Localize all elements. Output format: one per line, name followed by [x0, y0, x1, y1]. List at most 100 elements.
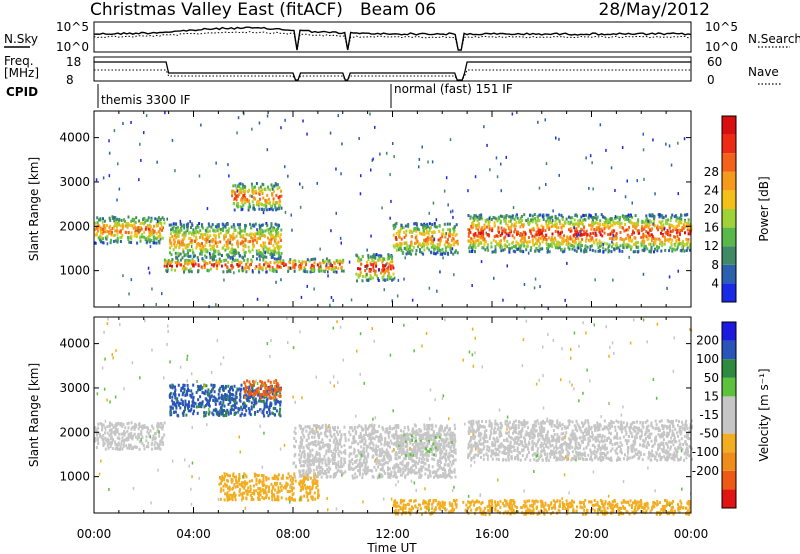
- echo-cell-5: [418, 242, 421, 246]
- echo-cell-6: [542, 218, 545, 221]
- echo-cell-2: [275, 242, 278, 246]
- echo-cell-2: [266, 236, 269, 240]
- echo-cell-0: [142, 221, 145, 225]
- echo-cell-2: [236, 242, 239, 246]
- echo-cell-6: [503, 244, 506, 247]
- echo-cell-0: [100, 435, 102, 439]
- echo-cell-6: [549, 244, 552, 248]
- echo-cell-1: [205, 411, 208, 415]
- echo-cell-1: [207, 388, 210, 392]
- echo-cell-2: [197, 225, 200, 229]
- echo-cell-4: [317, 440, 320, 444]
- echo-cell-6: [487, 248, 490, 252]
- echo-cell-3: [240, 191, 243, 195]
- echo-cell-6: [536, 233, 538, 237]
- scatter-cell: [118, 187, 121, 191]
- echo-cell-6: [519, 225, 522, 229]
- echo-cell-2: [263, 234, 265, 237]
- echo-cell-6: [637, 218, 640, 222]
- echo-cell-6: [473, 249, 476, 253]
- echo-cell-1: [184, 402, 187, 406]
- echo-cell-1: [193, 401, 196, 405]
- echo-cell-6: [517, 230, 520, 234]
- echo-cell-6: [534, 217, 537, 221]
- echo-cell-6: [672, 247, 675, 251]
- echo-cell-6: [519, 216, 522, 220]
- echo-cell-5: [432, 238, 435, 242]
- echo-cell-1: [172, 392, 175, 396]
- echo-cell-6: [615, 232, 618, 236]
- echo-cell-2: [274, 222, 277, 226]
- echo-cell-3: [223, 482, 226, 486]
- echo-cell-4: [357, 267, 359, 271]
- echo-cell-3: [248, 199, 250, 203]
- echo-cell-3: [231, 487, 234, 491]
- echo-cell-0: [129, 235, 132, 239]
- echo-cell-6: [681, 229, 684, 232]
- echo-cell-1: [325, 257, 328, 261]
- echo-cell-2: [212, 229, 215, 233]
- echo-cell-1: [328, 259, 331, 263]
- echo-cell-2: [170, 241, 173, 245]
- echo-cell-1: [179, 402, 181, 406]
- echo-cell-0: [119, 447, 122, 451]
- echo-cell-6: [610, 245, 613, 249]
- echo-cell-2: [258, 254, 261, 258]
- echo-cell-6: [686, 213, 689, 216]
- echo-cell-6: [613, 229, 616, 233]
- echo-cell-6: [557, 233, 560, 237]
- echo-cell-4: [367, 254, 370, 257]
- echo-cell-1: [224, 386, 227, 390]
- echo-cell-0: [130, 421, 133, 425]
- echo-cell-3: [273, 495, 276, 499]
- echo-cell-4: [313, 457, 316, 460]
- scatter-cell: [284, 165, 286, 169]
- scatter-cell: [137, 229, 139, 233]
- echo-cell-6: [686, 242, 688, 246]
- echo-cell-2: [252, 255, 255, 258]
- echo-cell-1: [237, 264, 240, 268]
- scatter-cell: [104, 236, 107, 240]
- echo-cell-4: [372, 260, 375, 263]
- scatter-cell: [431, 234, 434, 238]
- echo-cell-3: [247, 486, 250, 490]
- echo-cell-1: [319, 262, 322, 265]
- echo-cell-5: [452, 252, 455, 256]
- echo-cell-4: [444, 472, 446, 476]
- echo-cell-3: [261, 208, 264, 211]
- echo-cell-2: [173, 240, 176, 244]
- echo-cell-1: [173, 401, 176, 405]
- echo-cell-3: [267, 185, 269, 189]
- echo-cell-6: [668, 249, 671, 253]
- scatter-cell: [299, 182, 301, 186]
- echo-cell-6: [496, 219, 499, 223]
- echo-cell-5: [434, 244, 437, 248]
- echo-cell-1: [230, 408, 233, 411]
- scatter-cell: [610, 166, 613, 170]
- echo-cell-0: [135, 227, 138, 231]
- echo-cell-3: [241, 201, 244, 205]
- echo-cell-1: [232, 265, 235, 269]
- echo-cell-6: [554, 216, 557, 219]
- echo-cell-2: [272, 250, 275, 254]
- echo-cell-6: [507, 220, 510, 224]
- scatter-cell: [618, 248, 621, 252]
- echo-cell-3: [252, 497, 255, 501]
- echo-cell-0: [138, 425, 141, 429]
- echo-cell-1: [234, 398, 237, 402]
- echo-cell-6: [650, 239, 653, 243]
- echo-cell-1: [212, 413, 215, 417]
- echo-cell-6: [591, 236, 594, 240]
- echo-cell-1: [236, 387, 239, 391]
- echo-cell-6: [601, 215, 604, 219]
- echo-cell-4: [330, 450, 333, 454]
- echo-cell-2: [256, 232, 259, 236]
- echo-cell-2: [169, 239, 172, 243]
- echo-cell-6: [664, 214, 667, 218]
- echo-cell-3: [236, 202, 238, 206]
- scatter-cell: [251, 194, 253, 198]
- echo-cell-6: [661, 244, 663, 248]
- echo-cell-2: [177, 239, 180, 243]
- echo-cell-1: [184, 408, 186, 412]
- echo-cell-2: [245, 224, 248, 228]
